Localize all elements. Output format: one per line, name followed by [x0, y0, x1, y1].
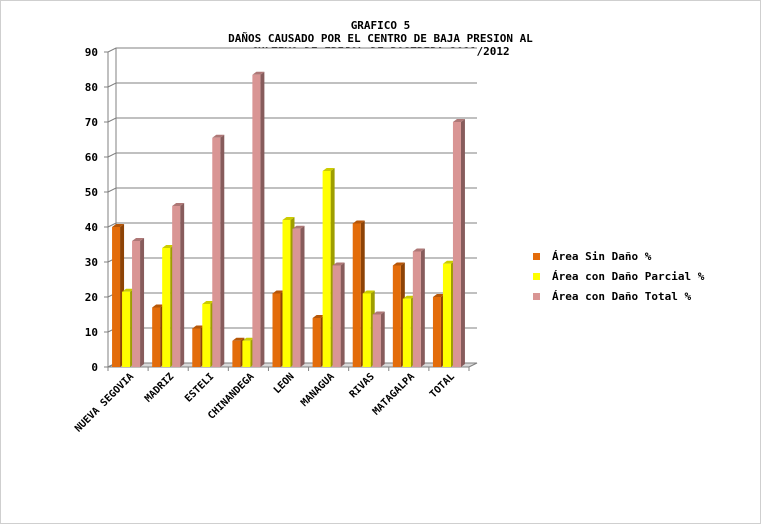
bar-reacondaoparcial [242, 340, 251, 367]
bar-reacondaototal [212, 137, 221, 367]
bar-side-reacondaototal [300, 225, 305, 367]
bar-top-reacondaototal [372, 311, 385, 315]
bar-reacondaoparcial [402, 298, 411, 367]
legend-item-dano-total: Área con Daño Total % [533, 286, 704, 306]
bar-reacondaoparcial [322, 171, 331, 367]
legend-swatch-dano-total [533, 292, 540, 300]
y-tick-label: 0 [91, 361, 98, 374]
bar-top-reasindao [192, 325, 205, 329]
bar-top-reacondaoparcial [402, 295, 415, 299]
legend-label-dano-parcial: Área con Daño Parcial % [552, 269, 705, 283]
bar-side-reacondaototal [220, 134, 225, 367]
y-tick-label: 20 [85, 291, 98, 304]
y-tick-label: 80 [85, 81, 98, 94]
y-tick-label: 10 [85, 326, 98, 339]
bar-side-reacondaototal [380, 311, 385, 367]
bar-reacondaototal [252, 74, 261, 367]
y-tick-label: 30 [85, 256, 98, 269]
bar-reasindao [352, 223, 361, 367]
bar-reasindao [272, 293, 281, 367]
y-tick-label: 60 [85, 151, 98, 164]
bar-reacondaoparcial [362, 293, 371, 367]
bar-reacondaototal [452, 122, 461, 367]
bar-top-reacondaototal [412, 248, 425, 252]
x-tick-label: TOTAL [428, 371, 457, 400]
bar-top-reasindao [392, 262, 405, 266]
bar-reacondaototal [172, 206, 181, 367]
bar-reasindao [192, 328, 201, 367]
bar-top-reacondaoparcial [122, 288, 135, 292]
legend: Área Sin Daño % Área con Daño Parcial % … [533, 246, 704, 306]
x-tick-label: LEON [272, 371, 297, 396]
legend-item-sin-dano: Área Sin Daño % [533, 246, 704, 266]
y-tick-label: 50 [85, 186, 98, 199]
bar-reasindao [392, 265, 401, 367]
chart-title-line-1: GRAFICO 5 [350, 19, 411, 32]
bar-side-reacondaototal [260, 71, 265, 367]
bar-top-reacondaototal [132, 238, 145, 241]
bar-side-reacondaototal [180, 203, 185, 367]
bar-reacondaototal [372, 314, 381, 367]
bar-side-reacondaototal [420, 248, 425, 367]
x-tick-label: ESTELI [183, 371, 216, 404]
bar-top-reacondaoparcial [162, 245, 175, 248]
plot-back-wall [108, 48, 477, 363]
x-tick-label: RIVAS [348, 371, 377, 400]
bar-reasindao [152, 307, 161, 367]
x-tick-label: MANAGUA [299, 371, 337, 409]
bar-top-reasindao [232, 337, 245, 341]
y-tick-label: 70 [85, 116, 98, 129]
y-tick-label: 40 [85, 221, 98, 234]
bar-top-reacondaoparcial [322, 168, 335, 171]
bar-top-reasindao [352, 220, 365, 224]
bar-top-reasindao [432, 294, 445, 297]
x-tick-label: MATAGALPA [371, 371, 417, 417]
chart-title-line-2: DAÑOS CAUSADO POR EL CENTRO DE BAJA PRES… [228, 32, 533, 45]
bar-reacondaoparcial [442, 263, 451, 367]
bar-top-reacondaototal [292, 225, 305, 229]
bar-top-reacondaototal [452, 119, 465, 122]
bar-top-reacondaoparcial [442, 260, 455, 264]
bar-reasindao [112, 227, 121, 367]
x-tick-label: MADRIZ [143, 371, 176, 404]
bar-reacondaototal [292, 228, 301, 367]
x-tick-label: NUEVA SEGOVIA [73, 371, 136, 434]
bar-top-reasindao [112, 224, 125, 227]
bar-reacondaototal [132, 241, 141, 367]
bar-side-reacondaototal [140, 238, 145, 367]
legend-swatch-sin-dano [533, 252, 540, 260]
y-tick-label: 90 [85, 46, 98, 59]
bar-side-reacondaototal [460, 119, 465, 367]
legend-label-dano-total: Área con Daño Total % [552, 289, 692, 303]
bar-top-reacondaoparcial [242, 337, 255, 341]
bar-top-reasindao [312, 315, 325, 318]
bar-reasindao [432, 297, 441, 367]
bar-reacondaoparcial [282, 220, 291, 367]
bar-top-reacondaototal [212, 134, 225, 138]
legend-swatch-dano-parcial [533, 272, 540, 280]
bar-top-reacondaoparcial [282, 217, 295, 220]
bar-reacondaototal [332, 265, 341, 367]
bar-top-reasindao [272, 290, 285, 294]
bar-reasindao [312, 318, 321, 367]
bar-side-reacondaototal [340, 262, 345, 367]
bar-reacondaototal [412, 251, 421, 367]
bar-top-reacondaototal [332, 262, 345, 266]
legend-label-sin-dano: Área Sin Daño % [552, 249, 652, 263]
bar-reacondaoparcial [202, 304, 211, 367]
bar-top-reacondaoparcial [362, 290, 375, 294]
bar-reacondaoparcial [122, 291, 131, 367]
bar-top-reacondaototal [252, 71, 265, 75]
bar-top-reacondaototal [172, 203, 185, 206]
legend-item-dano-parcial: Área con Daño Parcial % [533, 266, 704, 286]
bar-reasindao [232, 340, 241, 367]
bar-reacondaoparcial [162, 248, 171, 367]
bar-top-reasindao [152, 304, 165, 308]
bar-top-reacondaoparcial [202, 301, 215, 304]
